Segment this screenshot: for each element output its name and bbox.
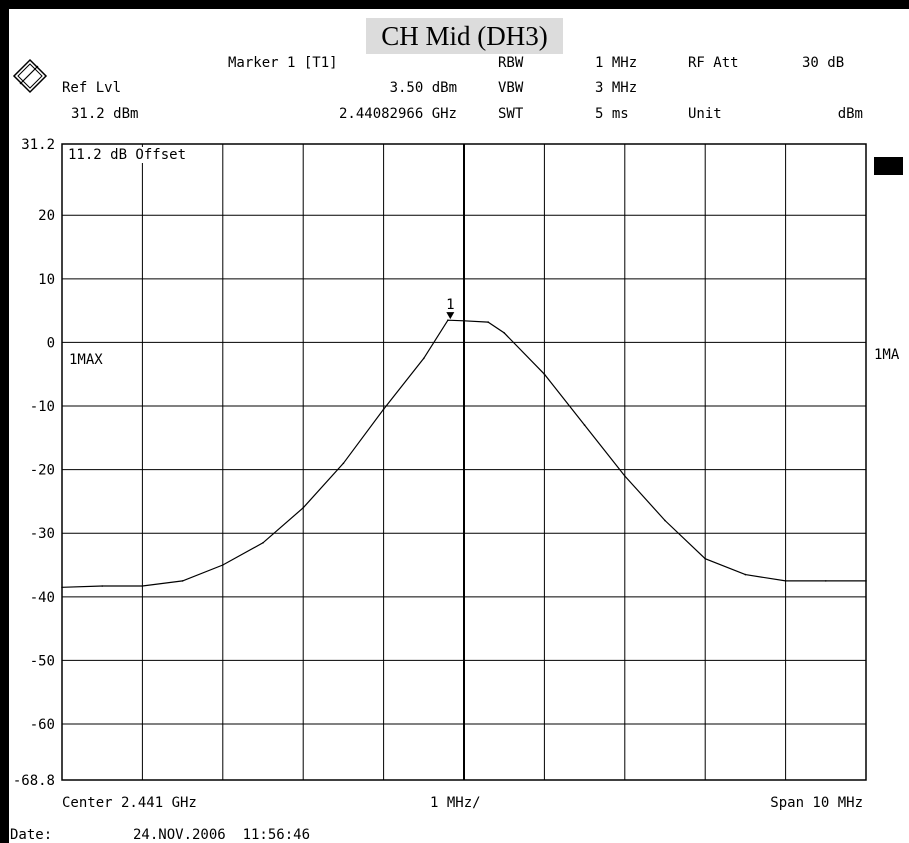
- center-frequency: Center 2.441 GHz: [62, 795, 197, 811]
- trace-point: [825, 580, 827, 582]
- trace-point: [583, 424, 586, 426]
- ref-lvl-value: 31.2 dBm: [71, 106, 139, 122]
- marker-frequency: 2.44082966 GHz: [338, 106, 457, 122]
- unit-label: Unit: [688, 106, 722, 122]
- date-value: 24.NOV.2006 11:56:46: [133, 827, 311, 843]
- trace-point: [302, 506, 305, 509]
- marker-level: 3.50 dBm: [389, 80, 457, 96]
- y-tick-label: -40: [30, 590, 55, 606]
- trace-label-left: 1MAX: [69, 352, 103, 368]
- rohde-schwarz-logo-icon: [12, 58, 48, 94]
- trace-point: [624, 475, 626, 477]
- swt-value: 5 ms: [595, 106, 629, 122]
- y-tick-label: 31.2: [21, 137, 55, 153]
- trace-label-right: 1MA: [874, 347, 900, 363]
- trace-point: [61, 586, 63, 589]
- trace-point: [423, 357, 425, 360]
- trace-point: [744, 573, 747, 576]
- date-label: Date:: [10, 827, 53, 843]
- rbw-value: 1 MHz: [595, 55, 638, 71]
- trace: [61, 319, 867, 589]
- trace-point: [141, 585, 144, 587]
- marker-layer: 1: [446, 297, 455, 320]
- vbw-value: 3 MHz: [595, 80, 638, 96]
- trace-point: [262, 541, 264, 544]
- grid: [61, 143, 867, 781]
- rbw-label: RBW: [498, 55, 524, 71]
- y-tick-label: -10: [30, 399, 55, 415]
- y-tick-label: 0: [47, 335, 55, 351]
- left-frame-bar: [0, 0, 9, 843]
- y-tick-labels: 31.2 20 10 0 -10 -20 -30 -40 -50 -60 -68.8: [13, 137, 55, 789]
- screen-side-marker: [874, 157, 903, 175]
- trace-point: [704, 557, 706, 560]
- vbw-label: VBW: [498, 80, 524, 96]
- trace-point: [447, 319, 449, 321]
- trace-point: [543, 373, 546, 376]
- chart-title: CH Mid (DH3): [366, 18, 563, 54]
- y-tick-label: -68.8: [13, 773, 55, 789]
- trace-point: [463, 320, 465, 322]
- trace-point: [487, 321, 489, 323]
- rf-att-value: 30 dB: [802, 55, 845, 71]
- top-frame-bar: [0, 0, 909, 9]
- span-value: Span 10 MHz: [770, 795, 863, 811]
- trace-point: [382, 408, 385, 411]
- offset-note: 11.2 dB Offset: [66, 147, 189, 163]
- per-division: 1 MHz/: [430, 795, 481, 811]
- y-tick-label: 20: [38, 208, 55, 224]
- trace-point: [342, 462, 345, 465]
- unit-value: dBm: [837, 106, 863, 122]
- swt-label: SWT: [498, 106, 524, 122]
- marker-number: 1: [446, 297, 454, 313]
- trace-point: [784, 580, 787, 582]
- y-tick-label: -30: [30, 526, 55, 542]
- y-tick-label: -20: [30, 463, 55, 479]
- trace-point: [181, 580, 184, 582]
- y-tick-label: 10: [38, 272, 55, 288]
- y-tick-label: -50: [30, 653, 55, 669]
- trace-point: [865, 580, 867, 582]
- rf-att-label: RF Att: [688, 55, 739, 71]
- y-tick-label: -60: [30, 717, 55, 733]
- trace-point: [503, 332, 506, 334]
- trace-point: [101, 585, 103, 587]
- ref-lvl-label: Ref Lvl: [62, 80, 122, 96]
- trace-point: [664, 519, 666, 522]
- marker-label: Marker 1 [T1]: [228, 55, 338, 71]
- trace-point: [222, 564, 224, 566]
- marker-triangle-icon: [446, 312, 455, 320]
